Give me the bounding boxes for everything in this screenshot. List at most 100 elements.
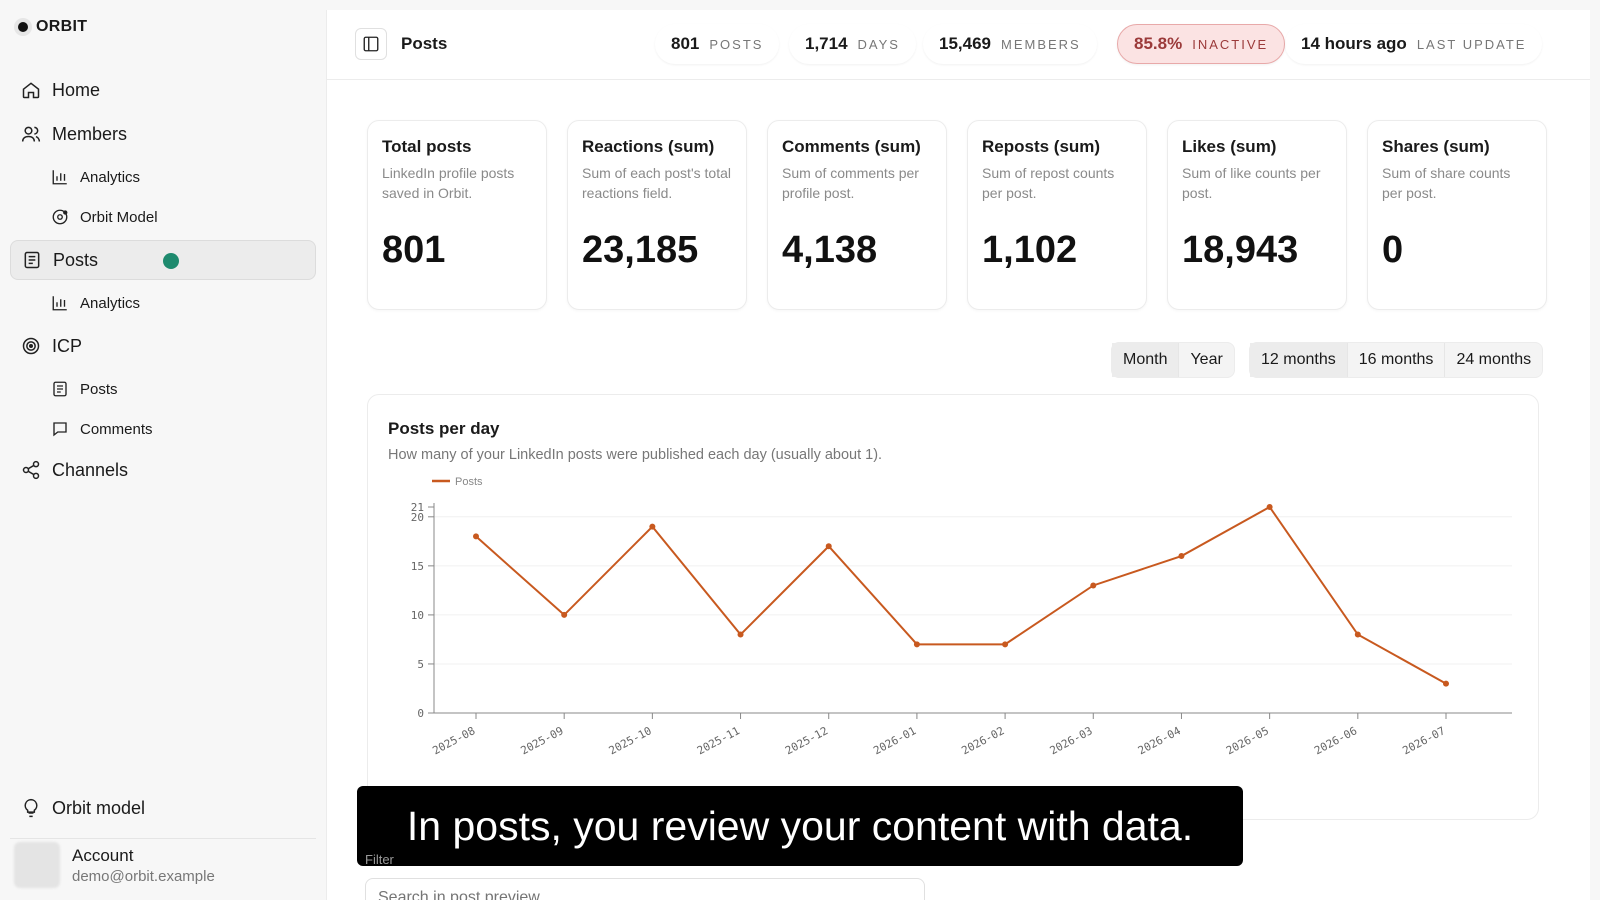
stat-value: 1,714 xyxy=(805,34,848,53)
card-value: 4,138 xyxy=(782,229,878,271)
stat-label: POSTS xyxy=(709,36,764,52)
card-value: 18,943 xyxy=(1182,229,1299,271)
panel-left-icon xyxy=(363,36,379,52)
chart-subtitle: How many of your LinkedIn posts were pub… xyxy=(388,447,883,463)
granularity-toggle: Month Year xyxy=(1111,342,1235,378)
account-email: demo@orbit.example xyxy=(72,867,215,885)
comment-icon xyxy=(50,419,70,439)
brand-logo[interactable]: ORBIT xyxy=(18,18,87,36)
status-dot xyxy=(163,253,179,269)
sidebar-item-label: Analytics xyxy=(80,168,141,186)
range-24-months-button[interactable]: 24 months xyxy=(1456,351,1532,368)
card-reposts: Reposts (sum) Sum of repost counts per p… xyxy=(967,120,1147,310)
sidebar-item-label: ICP xyxy=(52,335,83,356)
sidebar-item-icp-comments[interactable]: Comments xyxy=(40,412,316,446)
bar-chart-icon xyxy=(50,293,70,313)
account-name: Account xyxy=(72,845,134,865)
sidebar-item-posts-analytics[interactable]: Analytics xyxy=(40,286,316,320)
sidebar-item-icp[interactable]: ICP xyxy=(10,326,316,366)
summary-cards: Total posts LinkedIn profile posts saved… xyxy=(367,120,1547,310)
x-tick-label: 2026-04 xyxy=(1136,724,1183,757)
stat-label: INACTIVE xyxy=(1192,36,1269,52)
card-description: LinkedIn profile posts saved in Orbit. xyxy=(382,165,515,201)
sidebar-item-icp-posts[interactable]: Posts xyxy=(40,372,316,406)
sidebar-item-members-analytics[interactable]: Analytics xyxy=(40,160,316,194)
avatar xyxy=(14,842,60,888)
stat-label: LAST UPDATE xyxy=(1416,36,1527,52)
card-value: 0 xyxy=(1382,229,1404,271)
sidebar-item-channels[interactable]: Channels xyxy=(10,450,316,490)
stat-inactive: 85.8% INACTIVE xyxy=(1117,24,1286,64)
range-16-months-button[interactable]: 16 months xyxy=(1348,343,1446,377)
sidebar-item-label: Analytics xyxy=(80,294,141,312)
sidebar-item-label: Comments xyxy=(80,420,153,438)
granularity-year-button[interactable]: Year xyxy=(1190,351,1223,368)
data-point xyxy=(1090,582,1097,589)
sidebar-item-home[interactable]: Home xyxy=(10,70,316,110)
sidebar-item-label: Orbit model xyxy=(52,797,146,818)
stat-posts: 801 POSTS xyxy=(655,24,779,64)
data-point xyxy=(1354,631,1361,638)
card-reactions: Reactions (sum) Sum of each post's total… xyxy=(567,120,747,310)
bar-chart-icon xyxy=(50,167,70,187)
page-title: Posts xyxy=(401,34,448,53)
x-tick-label: 2026-05 xyxy=(1224,724,1271,757)
card-title: Reposts (sum) xyxy=(982,137,1101,156)
target-icon xyxy=(20,335,42,357)
data-point xyxy=(561,611,568,618)
sidebar-item-posts[interactable]: Posts xyxy=(10,240,316,280)
card-title: Reactions (sum) xyxy=(582,137,715,156)
y-tick-label: 0 xyxy=(417,707,424,720)
stat-value: 85.8% xyxy=(1134,34,1183,53)
orbit-icon xyxy=(50,207,70,227)
sidebar-item-orbit-model[interactable]: Orbit Model xyxy=(40,200,316,234)
stat-members: 15,469 MEMBERS xyxy=(923,24,1097,64)
series-line-posts xyxy=(475,505,1447,685)
data-point xyxy=(1178,553,1185,560)
stat-value: 15,469 xyxy=(939,34,991,53)
x-tick-label: 2025-09 xyxy=(519,724,566,757)
main-panel: Posts 801 POSTS 1,714 DAYS 15,469 MEMBER… xyxy=(326,10,1590,900)
x-tick-label: 2025-10 xyxy=(607,724,654,757)
data-point xyxy=(825,543,832,550)
x-tick-label: 2026-07 xyxy=(1400,724,1447,757)
stat-value: 801 xyxy=(671,34,700,53)
y-tick-label: 15 xyxy=(411,560,424,573)
card-title: Likes (sum) xyxy=(1182,137,1277,156)
sidebar-item-label: Orbit Model xyxy=(80,208,158,226)
document-icon xyxy=(21,249,43,271)
sidebar-item-members[interactable]: Members xyxy=(10,114,316,154)
sidebar-toggle-button[interactable] xyxy=(355,28,387,60)
stat-value: 14 hours ago xyxy=(1301,34,1407,53)
card-value: 801 xyxy=(382,229,446,271)
sidebar-item-label: Posts xyxy=(80,380,118,398)
chart-title: Posts per day xyxy=(388,419,500,438)
y-tick-label: 21 xyxy=(411,501,424,514)
lightbulb-icon xyxy=(20,797,42,819)
filter-label: Filter xyxy=(365,852,394,867)
card-title: Comments (sum) xyxy=(782,137,921,156)
card-description: Sum of repost counts per post. xyxy=(982,165,1115,201)
data-point xyxy=(1443,680,1449,687)
brand-name: ORBIT xyxy=(36,18,88,35)
range-12-months-button[interactable]: 12 months xyxy=(1250,343,1348,377)
range-toggle: 12 months 16 months 24 months xyxy=(1249,342,1544,378)
card-description: Sum of like counts per post. xyxy=(1182,165,1321,201)
card-description: Sum of comments per profile post. xyxy=(782,165,919,201)
sidebar-item-orbit-model-footer[interactable]: Orbit model xyxy=(10,788,316,828)
x-tick-label: 2025-11 xyxy=(695,724,742,757)
search-input[interactable] xyxy=(365,878,925,900)
share-icon xyxy=(20,459,42,481)
granularity-month-button[interactable]: Month xyxy=(1112,343,1180,377)
card-value: 23,185 xyxy=(582,229,699,271)
data-point xyxy=(913,641,920,648)
x-tick-label: 2026-02 xyxy=(959,724,1006,757)
card-total-posts: Total posts LinkedIn profile posts saved… xyxy=(367,120,547,310)
data-point xyxy=(1002,641,1009,648)
stat-last-update: 14 hours ago LAST UPDATE xyxy=(1285,24,1542,64)
y-tick-label: 5 xyxy=(417,658,424,671)
data-point xyxy=(1266,504,1273,510)
account-menu[interactable]: Account demo@orbit.example xyxy=(14,842,215,888)
data-point xyxy=(737,631,744,638)
